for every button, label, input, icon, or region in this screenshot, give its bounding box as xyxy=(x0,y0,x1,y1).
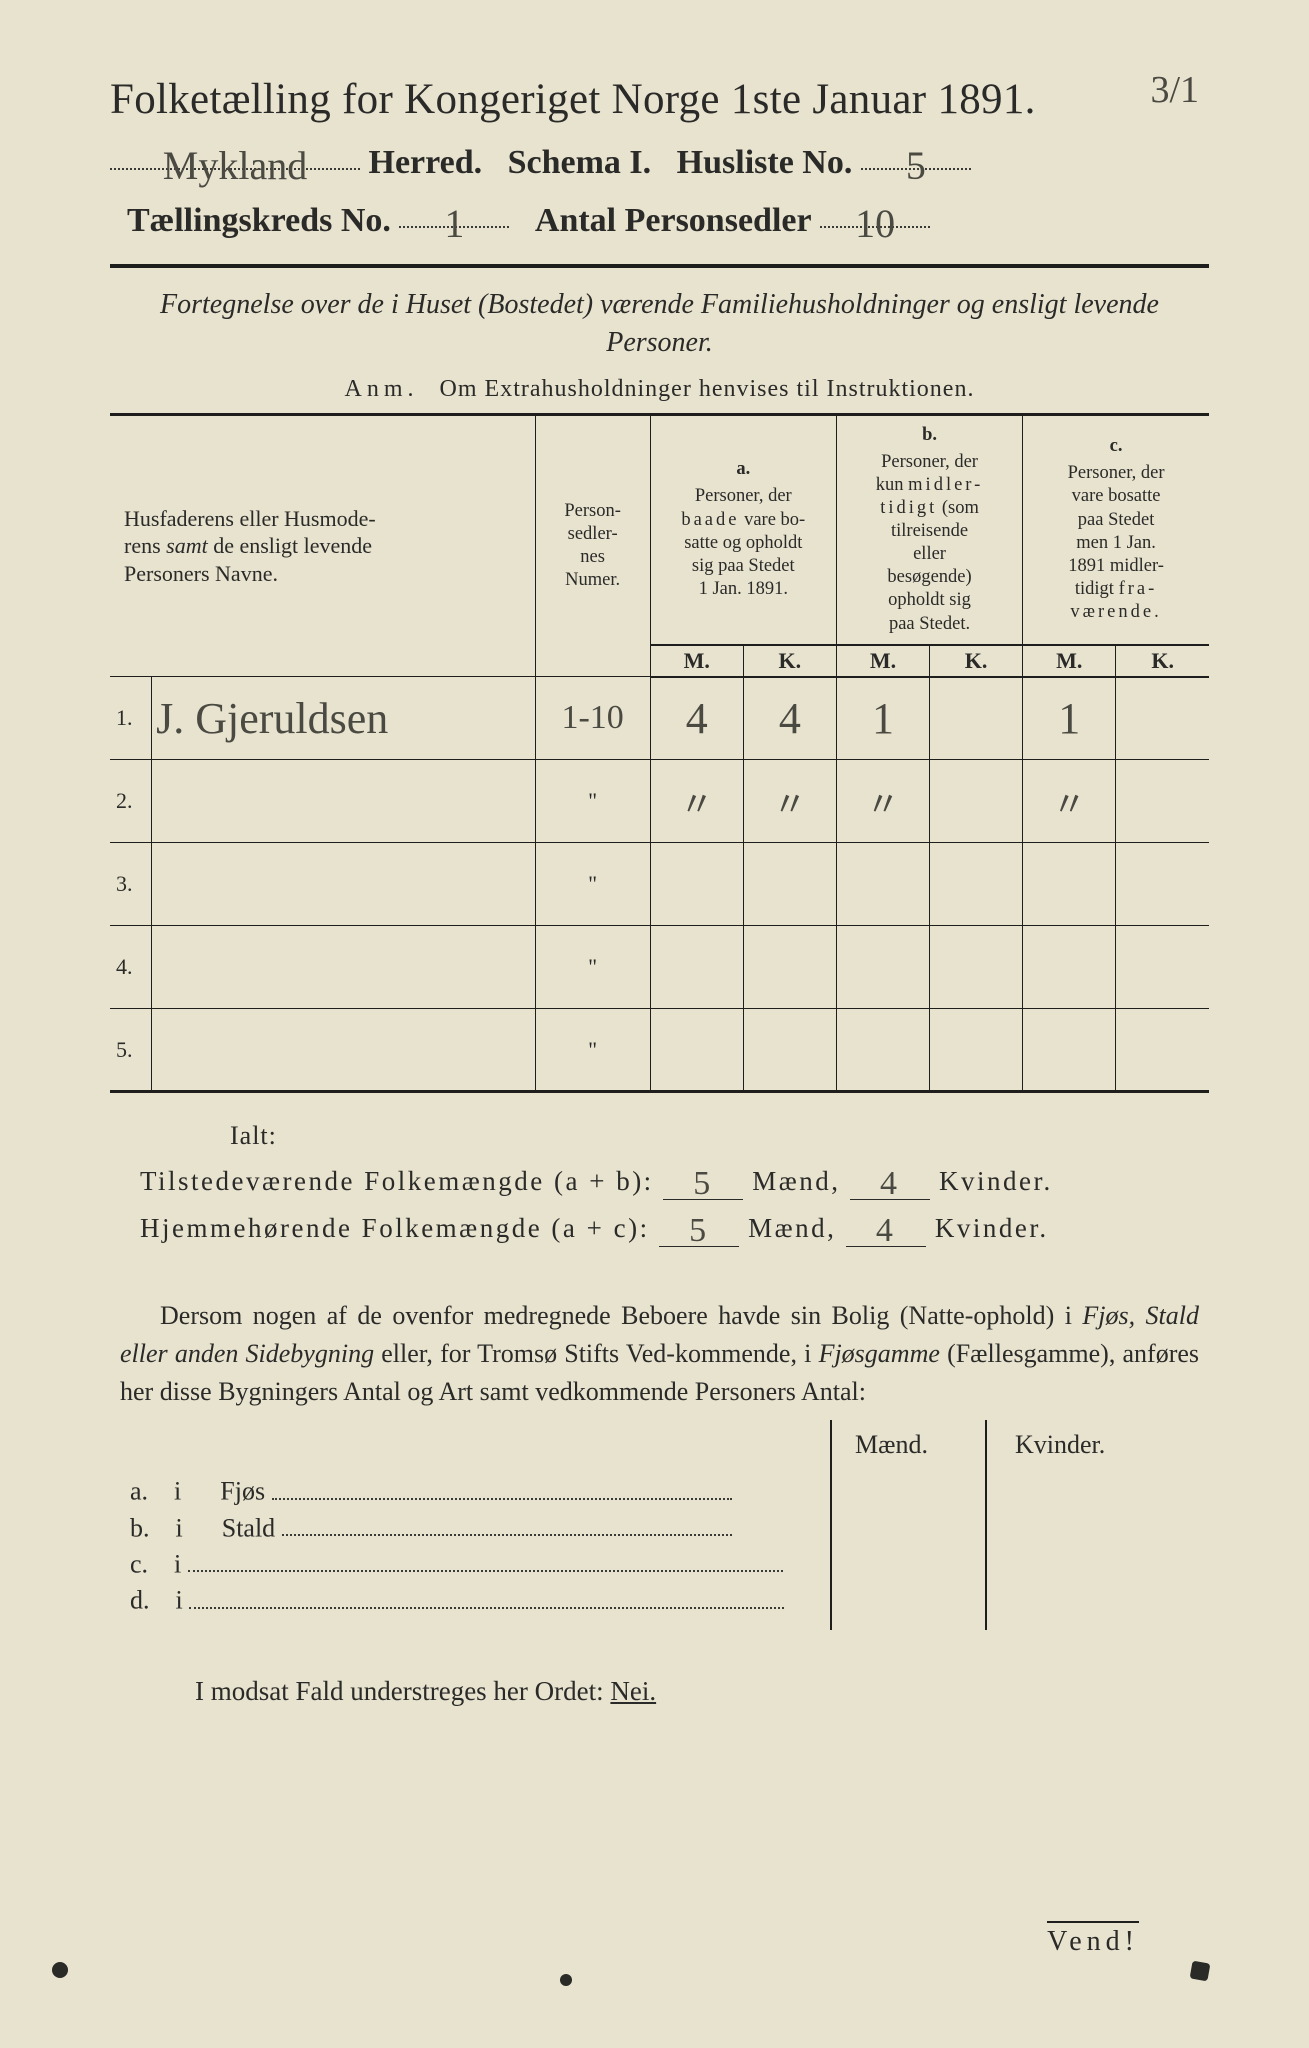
antal-label: Antal Personsedler xyxy=(535,202,812,239)
hole-mark xyxy=(52,1962,68,1978)
line-herred: Mykland Herred. Schema I. Husliste No. 5 xyxy=(110,136,1209,182)
anm-lead: Anm. xyxy=(345,376,419,402)
col-c-k: K. xyxy=(1116,645,1209,677)
byg-kvinder: Kvinder. xyxy=(1015,1430,1105,1460)
line-kreds: Tællingskreds No. 1 Antal Personsedler 1… xyxy=(110,194,1209,240)
husliste-label: Husliste No. xyxy=(677,144,853,181)
ialt-label: Ialt: xyxy=(230,1121,1209,1151)
households-table: Husfaderens eller Husmode-rens samt de e… xyxy=(110,413,1209,1094)
table-row: 2. " 〃 〃 〃 〃 xyxy=(110,760,1209,843)
col-a: a. Personer, derbaade vare bo-satte og o… xyxy=(650,414,836,645)
byg-block: Mænd. Kvinder. a. i Fjøs b. i Stald c. xyxy=(110,1430,1209,1616)
col-names: Husfaderens eller Husmode-rens samt de e… xyxy=(110,414,535,677)
byg-row-b: b. i Stald xyxy=(130,1513,1209,1543)
sum-ab: Tilstedeværende Folkemængde (a + b): 5 M… xyxy=(140,1161,1209,1200)
col-c: c. Personer, dervare bosattepaa Stedetme… xyxy=(1023,414,1209,645)
table-row: 3. " xyxy=(110,843,1209,926)
vend-label: Vend! xyxy=(1047,1921,1139,1958)
anm-rest: Om Extrahusholdninger henvises til Instr… xyxy=(440,376,975,402)
col-c-m: M. xyxy=(1023,645,1116,677)
bolig-paragraph: Dersom nogen af de ovenfor medregnede Be… xyxy=(120,1297,1199,1410)
hole-mark xyxy=(1190,1961,1211,1982)
husliste-value: 5 xyxy=(906,142,926,189)
herred-label: Herred. xyxy=(369,144,483,181)
subtitle: Fortegnelse over de i Huset (Bostedet) v… xyxy=(130,286,1189,362)
table-row: 1. J. Gjeruldsen 1-10 4 4 1 1 xyxy=(110,677,1209,760)
col-b: b. Personer, derkun midler-tidigt (somti… xyxy=(836,414,1022,645)
table-row: 4. " xyxy=(110,926,1209,1009)
rule-1 xyxy=(110,264,1209,268)
kreds-value: 1 xyxy=(444,200,464,247)
census-form-page: 3/1 Folketælling for Kongeriget Norge 1s… xyxy=(0,0,1309,2048)
col-a-k: K. xyxy=(743,645,836,677)
ac-maend: 5 xyxy=(689,1212,709,1250)
main-title: Folketælling for Kongeriget Norge 1ste J… xyxy=(110,75,1209,124)
col-b-m: M. xyxy=(836,645,929,677)
ab-maend: 5 xyxy=(693,1165,713,1203)
byg-row-a: a. i Fjøs xyxy=(130,1476,1209,1506)
hole-mark xyxy=(560,1974,572,1986)
col-b-k: K. xyxy=(930,645,1023,677)
col-personsedler: Person-sedler-nesNumer. xyxy=(535,414,650,677)
row1-name: J. Gjeruldsen xyxy=(156,694,388,743)
herred-value: Mykland xyxy=(163,142,307,189)
byg-row-c: c. i xyxy=(130,1549,1209,1579)
corner-handwriting: 3/1 xyxy=(1150,68,1199,112)
table-row: 5. " xyxy=(110,1009,1209,1092)
sum-ac: Hjemmehørende Folkemængde (a + c): 5 Mæn… xyxy=(140,1208,1209,1247)
nei-word: Nei. xyxy=(610,1676,656,1706)
schema-label: Schema I. xyxy=(508,144,652,181)
antal-value: 10 xyxy=(855,200,895,247)
byg-row-d: d. i xyxy=(130,1585,1209,1615)
col-a-m: M. xyxy=(650,645,743,677)
ac-kvinder: 4 xyxy=(876,1212,896,1250)
ab-kvinder: 4 xyxy=(880,1165,900,1203)
kreds-label: Tællingskreds No. xyxy=(127,202,391,239)
byg-maend: Mænd. xyxy=(855,1430,928,1460)
modsat-line: I modsat Fald understreges her Ordet: Ne… xyxy=(195,1676,1209,1707)
anm-line: Anm. Om Extrahusholdninger henvises til … xyxy=(110,376,1209,403)
